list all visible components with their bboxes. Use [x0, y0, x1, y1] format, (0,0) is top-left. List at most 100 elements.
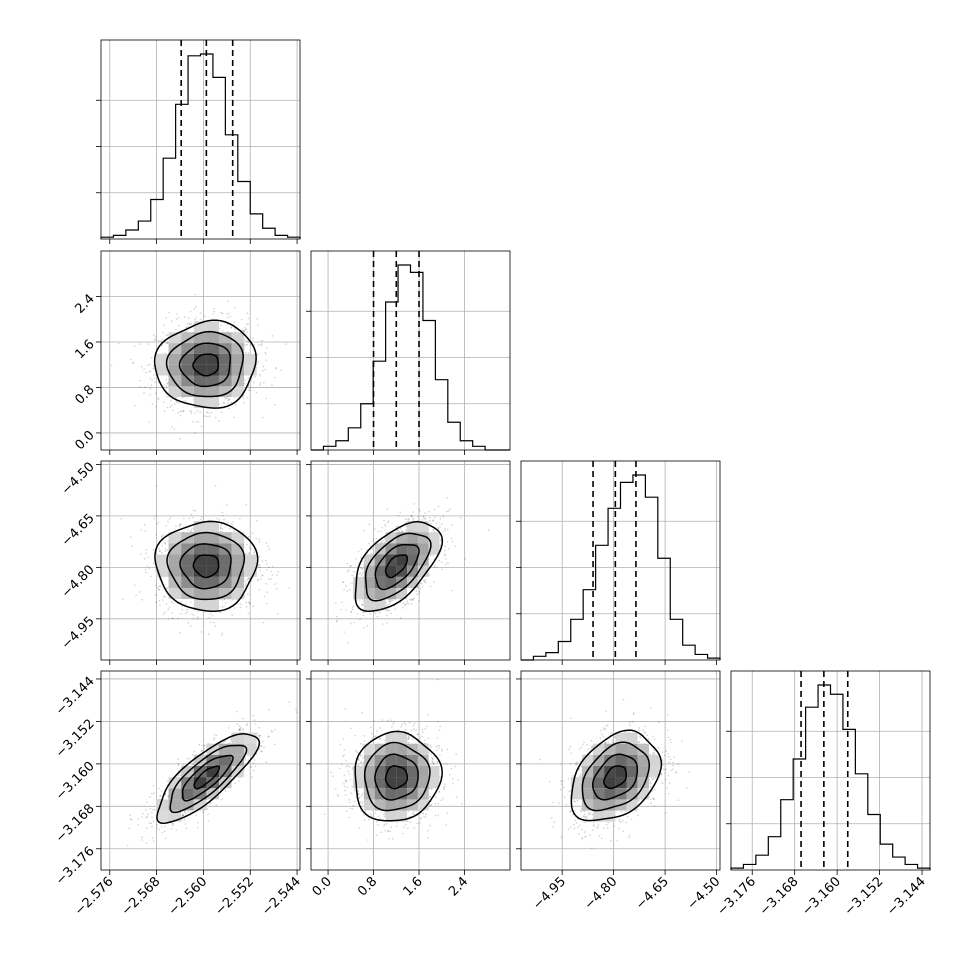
sample-point	[254, 375, 256, 378]
sample-point	[219, 530, 222, 533]
sample-point	[165, 378, 168, 381]
sample-point	[153, 377, 156, 380]
sample-point	[220, 525, 222, 527]
density-cell	[407, 521, 418, 533]
sample-point	[361, 603, 363, 605]
sample-point	[135, 594, 137, 597]
sample-point	[143, 368, 145, 370]
sample-point	[145, 809, 147, 811]
sample-point	[143, 557, 146, 560]
sample-point	[110, 364, 113, 367]
sample-point	[166, 406, 169, 409]
sample-point	[432, 529, 434, 531]
sample-point	[150, 384, 153, 387]
sample-point	[404, 603, 406, 606]
sample-point	[179, 523, 182, 525]
density-cell	[193, 599, 207, 611]
sample-point	[194, 412, 196, 415]
sample-point	[138, 591, 141, 593]
sample-point	[239, 517, 241, 520]
density-cell	[231, 343, 245, 354]
density-cell	[181, 375, 194, 387]
sample-point	[249, 602, 251, 605]
panel-2-1	[306, 460, 511, 665]
sample-point	[186, 529, 189, 531]
sample-point	[402, 602, 405, 604]
sample-point	[422, 516, 425, 518]
sample-point	[358, 599, 361, 601]
sample-point	[165, 587, 168, 590]
sample-point	[276, 574, 278, 576]
y-tick-label: −4.50	[59, 459, 98, 498]
sample-point	[362, 604, 364, 606]
sample-point	[382, 540, 384, 542]
density-cell	[363, 587, 375, 600]
sample-point	[441, 561, 443, 563]
sample-point	[144, 568, 147, 571]
density-cell	[168, 587, 182, 600]
sample-point	[270, 570, 273, 573]
contour-level-0	[192, 353, 219, 377]
sample-point	[365, 549, 368, 551]
density-cell	[363, 576, 375, 588]
panel-frame	[520, 460, 721, 661]
sample-point	[246, 578, 248, 581]
sample-point	[158, 547, 160, 550]
sample-point	[249, 389, 251, 392]
density-cell	[206, 587, 219, 600]
contour-level-3	[153, 319, 257, 409]
sample-point	[159, 549, 161, 552]
sample-point	[276, 613, 279, 615]
sample-point	[228, 398, 231, 401]
sample-point	[361, 567, 364, 570]
sample-point	[429, 520, 431, 522]
scatter-layer	[110, 293, 287, 440]
sample-point	[362, 614, 365, 617]
sample-point	[417, 515, 420, 518]
density-cell	[244, 353, 257, 365]
sample-point	[229, 527, 231, 530]
sample-point	[157, 398, 160, 400]
sample-point	[149, 394, 151, 396]
sample-point	[264, 351, 267, 354]
sample-point	[377, 531, 379, 533]
sample-point	[223, 402, 226, 404]
sample-point	[264, 368, 267, 371]
sample-point	[370, 553, 372, 555]
sample-point	[409, 598, 411, 601]
sample-point	[244, 379, 246, 381]
sample-point	[147, 343, 150, 345]
sample-point	[383, 519, 385, 522]
sample-point	[149, 363, 151, 366]
sample-point	[357, 550, 360, 553]
density-cell	[231, 554, 245, 566]
sample-point	[178, 525, 181, 528]
sample-point	[259, 384, 262, 386]
sample-point	[209, 621, 212, 623]
sample-point	[153, 792, 155, 794]
sample-point	[181, 396, 184, 399]
density-cell	[231, 332, 245, 344]
sample-point	[177, 758, 179, 761]
sample-point	[239, 729, 241, 731]
sample-point	[242, 397, 244, 400]
sample-point	[165, 525, 168, 527]
sample-point	[260, 575, 263, 577]
sample-point	[224, 525, 227, 528]
contour-level-2	[166, 531, 246, 601]
sample-point	[432, 520, 434, 522]
sample-point	[347, 642, 349, 644]
sample-point	[265, 583, 268, 585]
sample-point	[149, 807, 152, 810]
sample-point	[227, 399, 229, 402]
sample-point	[248, 552, 251, 555]
sample-point	[155, 523, 158, 525]
sample-point	[164, 837, 167, 840]
sample-point	[205, 415, 207, 418]
sample-point	[388, 609, 390, 612]
sample-point	[464, 557, 467, 560]
sample-point	[145, 571, 147, 574]
density-cell	[193, 397, 207, 408]
sample-point	[428, 516, 431, 519]
sample-point	[444, 527, 446, 530]
